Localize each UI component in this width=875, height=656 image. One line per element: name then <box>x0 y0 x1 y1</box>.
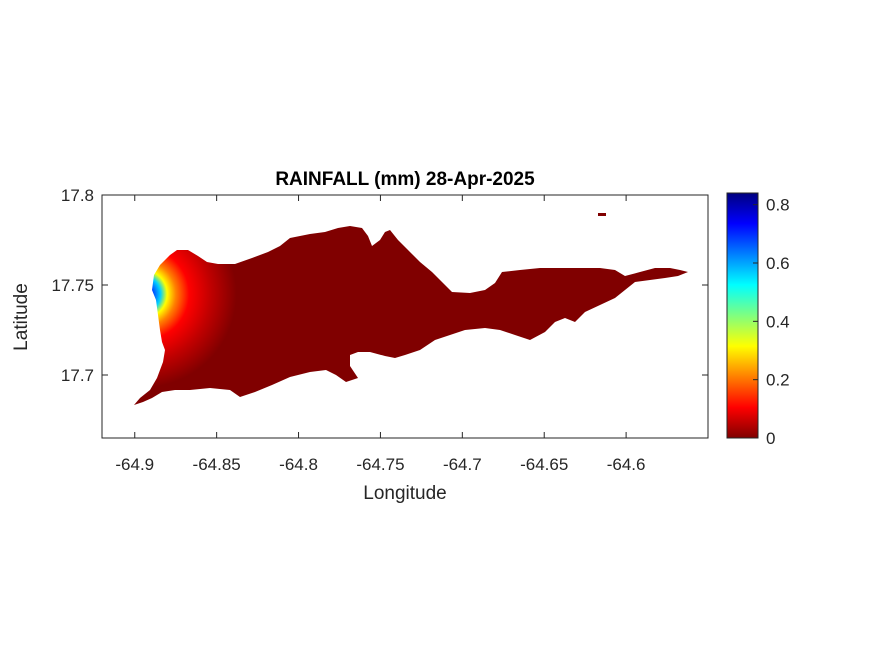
x-tick-label: -64.85 <box>193 455 241 474</box>
x-tick-label: -64.8 <box>279 455 318 474</box>
x-tick-label: -64.6 <box>607 455 646 474</box>
colorbar-ticks: 0 0.2 0.4 0.6 0.8 <box>753 196 790 448</box>
island-rainfall-surface <box>134 226 688 405</box>
colorbar-tick-label: 0 <box>766 429 775 448</box>
y-tick-label: 17.75 <box>51 276 94 295</box>
island-region <box>134 213 688 405</box>
x-axis-label: Longitude <box>363 483 446 504</box>
x-axis-ticks: -64.9 -64.85 -64.8 -64.75 -64.7 -64.65 -64.6 <box>115 195 645 474</box>
colorbar <box>726 192 759 439</box>
x-tick-label: -64.75 <box>356 455 404 474</box>
x-tick-label: -64.9 <box>115 455 154 474</box>
small-islet <box>598 213 606 216</box>
colorbar-tick-label: 0.2 <box>766 371 790 390</box>
y-axis-label: Latitude <box>11 283 32 351</box>
colorbar-tick-label: 0.8 <box>766 196 790 215</box>
x-tick-label: -64.7 <box>443 455 482 474</box>
colorbar-tick-label: 0.4 <box>766 312 790 331</box>
y-axis-ticks: 17.7 17.75 17.8 <box>51 186 708 385</box>
colorbar-tick-label: 0.6 <box>766 254 790 273</box>
x-tick-label: -64.65 <box>520 455 568 474</box>
y-tick-label: 17.8 <box>61 186 94 205</box>
chart-title: RAINFALL (mm) 28-Apr-2025 <box>275 169 535 190</box>
y-tick-label: 17.7 <box>61 366 94 385</box>
